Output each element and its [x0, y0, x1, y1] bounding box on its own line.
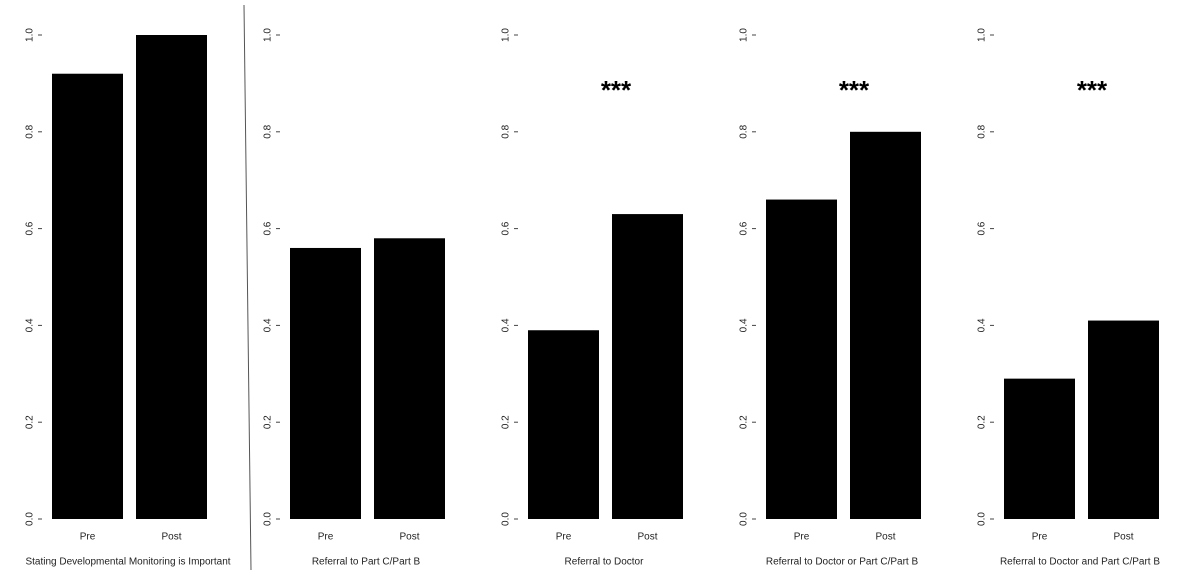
y-tick-label: 1.0 [501, 28, 512, 42]
y-tick-label: 0.4 [977, 318, 988, 332]
y-tick-label: 0.6 [263, 221, 274, 235]
bar [1004, 378, 1075, 519]
y-tick-label: 0.0 [977, 512, 988, 526]
y-tick-label: 1.0 [263, 28, 274, 42]
y-tick-label: 0.0 [739, 512, 750, 526]
y-tick-label: 0.6 [977, 221, 988, 235]
y-tick-label: 0.0 [501, 512, 512, 526]
y-tick-label: 0.8 [263, 124, 274, 138]
x-tick-label: Post [399, 532, 419, 543]
x-axis-label: Referral to Doctor [565, 557, 645, 568]
x-tick-label: Post [1113, 532, 1133, 543]
y-tick-label: 1.0 [739, 28, 750, 42]
y-tick-label: 0.8 [739, 124, 750, 138]
panel-divider [243, 4, 252, 571]
y-tick-label: 0.2 [263, 415, 274, 429]
bar [1088, 320, 1159, 519]
x-tick-label: Pre [1032, 532, 1048, 543]
x-axis-label: Referral to Doctor and Part C/Part B [1000, 557, 1160, 568]
bar [612, 214, 683, 519]
bar [528, 330, 599, 519]
x-axis-label: Referral to Doctor or Part C/Part B [766, 557, 919, 568]
y-tick-label: 0.2 [739, 415, 750, 429]
y-tick-label: 0.4 [501, 318, 512, 332]
y-tick-label: 0.0 [25, 512, 36, 526]
bar [766, 199, 837, 519]
y-tick-label: 0.2 [25, 415, 36, 429]
y-tick-label: 0.2 [501, 415, 512, 429]
x-tick-label: Pre [794, 532, 810, 543]
y-tick-label: 0.8 [501, 124, 512, 138]
y-tick-label: 0.6 [501, 221, 512, 235]
annotation: *** [1077, 75, 1108, 105]
y-tick-label: 0.6 [25, 221, 36, 235]
x-tick-label: Post [875, 532, 895, 543]
x-axis-label: Referral to Part C/Part B [312, 557, 421, 568]
bar [850, 131, 921, 520]
y-tick-label: 0.4 [25, 318, 36, 332]
x-tick-label: Pre [80, 532, 96, 543]
y-tick-label: 0.8 [25, 124, 36, 138]
x-axis-label: Stating Developmental Monitoring is Impo… [25, 557, 230, 568]
y-tick-label: 1.0 [25, 28, 36, 42]
y-tick-label: 0.8 [977, 124, 988, 138]
x-tick-label: Pre [556, 532, 572, 543]
y-tick-label: 0.4 [739, 318, 750, 332]
bar [136, 35, 207, 519]
annotation: *** [601, 75, 632, 105]
bar [290, 247, 361, 519]
bar [374, 238, 445, 519]
x-tick-label: Post [637, 532, 657, 543]
y-tick-label: 0.6 [739, 221, 750, 235]
y-tick-label: 0.2 [977, 415, 988, 429]
x-tick-label: Pre [318, 532, 334, 543]
y-tick-label: 0.0 [263, 512, 274, 526]
annotation: *** [839, 75, 870, 105]
y-tick-label: 1.0 [977, 28, 988, 42]
x-tick-label: Post [161, 532, 181, 543]
bar [52, 73, 123, 519]
y-tick-label: 0.4 [263, 318, 274, 332]
